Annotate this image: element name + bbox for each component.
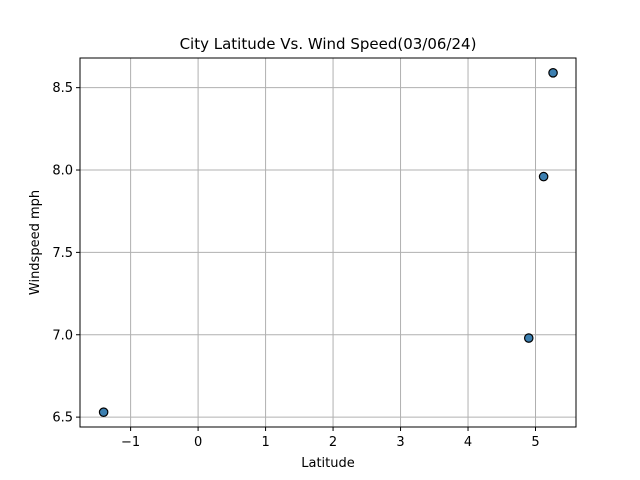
x-tick-label: 3 bbox=[396, 435, 404, 450]
x-tick-label: 1 bbox=[261, 435, 269, 450]
y-tick-label: 6.5 bbox=[52, 411, 73, 426]
x-axis-ticks: −1 0 1 2 3 4 5 bbox=[121, 427, 540, 450]
x-tick-label: −1 bbox=[121, 435, 140, 450]
data-point bbox=[538, 171, 549, 182]
y-axis-ticks: 6.5 7.0 7.5 8.0 8.5 bbox=[52, 81, 80, 426]
x-tick-label: 4 bbox=[464, 435, 472, 450]
x-tick-label: 5 bbox=[531, 435, 539, 450]
plot-frame bbox=[79, 57, 577, 428]
y-tick-label: 8.5 bbox=[52, 81, 73, 96]
x-tick-label: 2 bbox=[329, 435, 337, 450]
data-point bbox=[548, 68, 558, 78]
data-point bbox=[523, 333, 534, 343]
data-point bbox=[98, 407, 109, 417]
chart-title: City Latitude Vs. Wind Speed(03/06/24) bbox=[180, 35, 477, 53]
x-axis-label: Latitude bbox=[301, 456, 355, 471]
y-tick-label: 7.0 bbox=[52, 328, 73, 343]
y-tick-label: 8.0 bbox=[52, 164, 73, 179]
x-tick-label: 0 bbox=[194, 435, 202, 450]
y-tick-label: 7.5 bbox=[52, 246, 73, 261]
data-points bbox=[98, 68, 558, 417]
y-axis-label: Windspeed mph bbox=[28, 190, 43, 295]
grid bbox=[80, 58, 576, 427]
